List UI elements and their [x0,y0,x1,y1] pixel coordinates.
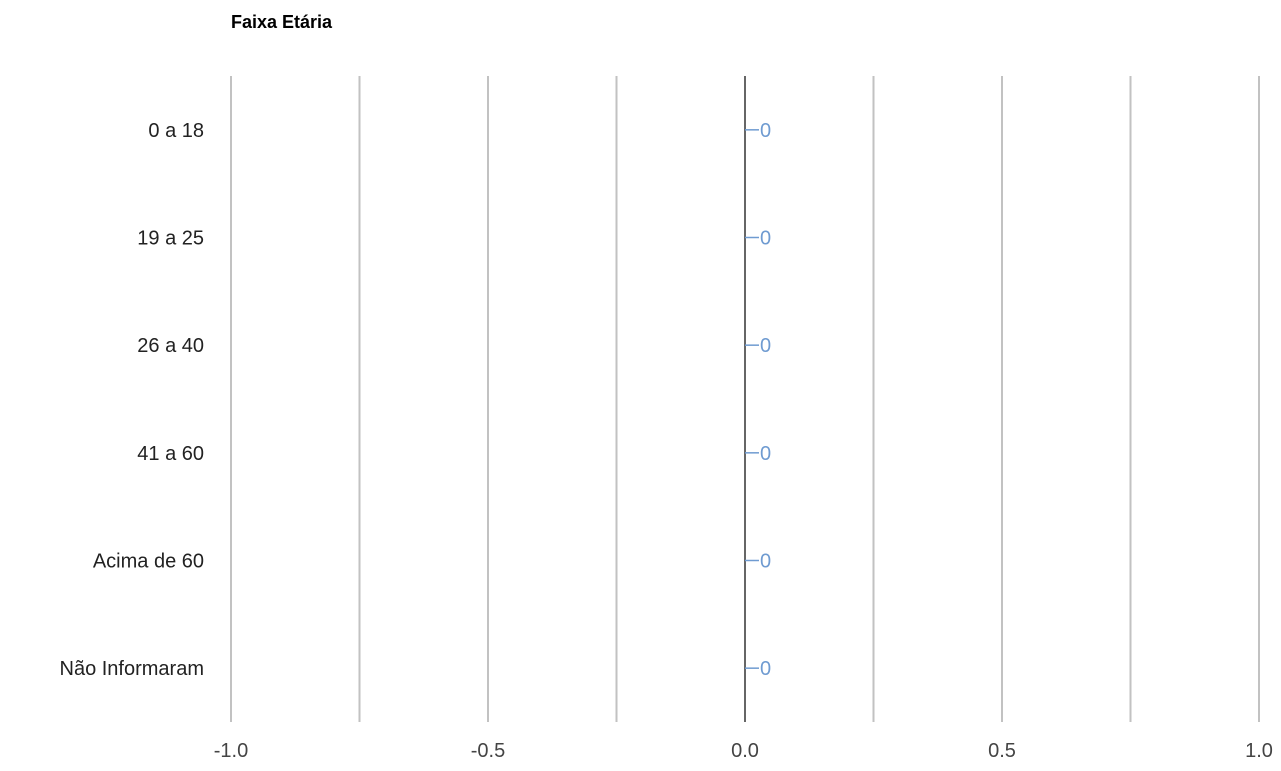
data-label: 0 [760,120,771,142]
chart-title: Faixa Etária [231,12,333,32]
gridlines [230,76,1260,722]
data-label: 0 [760,335,771,357]
x-tick-label: 0.0 [731,740,759,762]
bars: 0 0 0 0 0 0 [745,120,771,680]
x-axis-tick-labels: -1.0 -0.5 0.0 0.5 1.0 [214,740,1273,762]
data-label: 0 [760,228,771,250]
x-tick-label: -0.5 [471,740,505,762]
x-tick-label: -1.0 [214,740,248,762]
x-tick-label: 1.0 [1245,740,1273,762]
category-label: 19 a 25 [137,228,204,250]
category-label: 0 a 18 [148,120,204,142]
category-label: Acima de 60 [93,551,204,573]
data-label: 0 [760,658,771,680]
category-label: Não Informaram [60,658,205,680]
x-tick-label: 0.5 [988,740,1016,762]
data-label: 0 [760,443,771,465]
category-labels: 0 a 18 19 a 25 26 a 40 41 a 60 Acima de 60 Nã… [60,120,205,680]
data-label: 0 [760,551,771,573]
category-label: 41 a 60 [137,443,204,465]
category-label: 26 a 40 [137,335,204,357]
